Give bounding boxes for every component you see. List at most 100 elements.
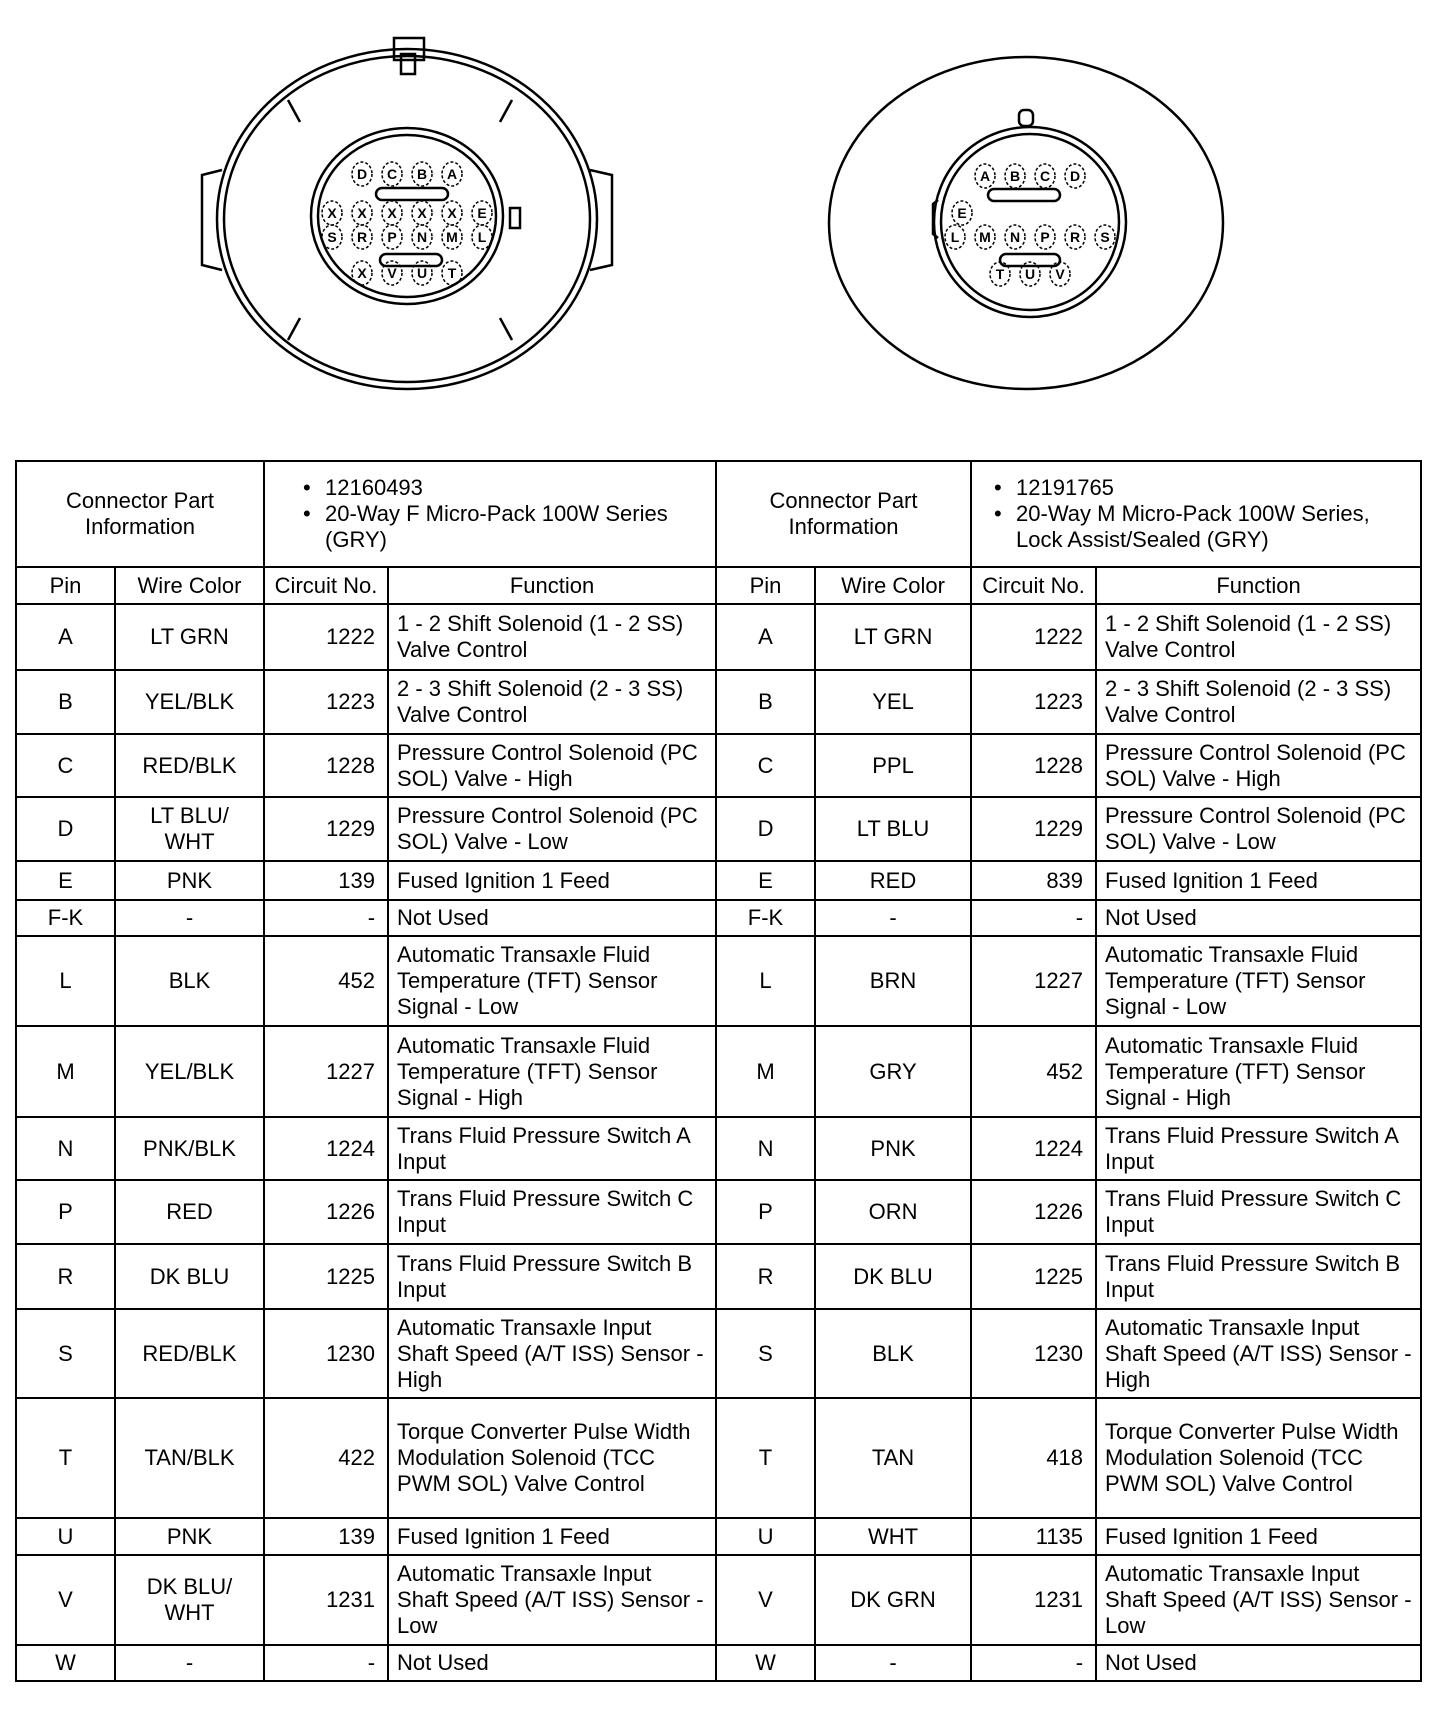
col-header-circuit: Circuit No.	[970, 566, 1098, 605]
pin-label: A	[980, 168, 990, 184]
male-connector-pins: A B C D EL M N P R S T U V	[944, 163, 1116, 287]
pin-cell: C	[715, 733, 817, 798]
pin-label: A	[447, 166, 457, 182]
function-cell: Automatic Transaxle Fluid Temperature (T…	[387, 1025, 718, 1118]
circuit-number-cell: 1231	[263, 1554, 390, 1646]
pin-label: X	[447, 205, 457, 221]
pin-label: M	[446, 229, 458, 245]
table-row: V DK BLU/ WHT 1231 Automatic Transaxle Inpu…	[15, 1554, 1423, 1646]
pin-cavity	[1064, 224, 1086, 250]
pin-label: V	[1055, 266, 1065, 282]
pin-cell: A	[15, 603, 116, 671]
function-cell: Trans Fluid Pressure Switch A Input	[1095, 1116, 1423, 1181]
pin-cell: E	[715, 860, 817, 901]
pin-cavity	[1049, 261, 1071, 287]
table-row: R DK BLU 1225 Trans Fluid Pressure Switch B…	[15, 1243, 1423, 1310]
pin-label: D	[1070, 168, 1080, 184]
circuit-number-cell: 418	[970, 1397, 1098, 1519]
circuit-number-cell: 1230	[970, 1308, 1098, 1399]
function-cell: Pressure Control Solenoid (PC SOL) Valve…	[1095, 733, 1423, 798]
pin-cell: F-K	[715, 899, 817, 937]
pin-cell: U	[15, 1517, 116, 1556]
circuit-number-cell: 1227	[970, 935, 1098, 1027]
pin-cavity	[441, 161, 463, 187]
pin-cell: B	[15, 669, 116, 735]
pin-cell: D	[715, 796, 817, 862]
col-header-circuit: Circuit No.	[263, 566, 390, 605]
col-header-pin: Pin	[15, 566, 116, 605]
pin-cell: W	[715, 1644, 817, 1682]
pin-cavity	[1019, 261, 1041, 287]
circuit-number-cell: 452	[970, 1025, 1098, 1118]
function-cell: Not Used	[1095, 1644, 1423, 1682]
wire-color-cell: TAN	[814, 1397, 973, 1519]
pinout-table: Connector Part Information 1216049320-Wa…	[14, 460, 1423, 1682]
table-row: L BLK 452 Automatic Transaxle Fluid Tempera…	[15, 935, 1423, 1027]
pin-cell: N	[715, 1116, 817, 1181]
wire-color-cell: TAN/BLK	[113, 1397, 266, 1519]
wire-color-cell: RED/BLK	[113, 733, 266, 798]
circuit-number-cell: -	[970, 899, 1098, 937]
pin-label: E	[477, 205, 486, 221]
col-header-pin: Pin	[715, 566, 817, 605]
connector-diagrams: D C B AX X X X X ES R P N M LX V U T A B C DEL M N P R ST U V	[200, 36, 1225, 391]
wire-color-cell: LT BLU/ WHT	[113, 796, 266, 862]
pin-label: E	[957, 205, 966, 221]
pin-cell: M	[715, 1025, 817, 1118]
wire-color-cell: YEL	[814, 669, 973, 735]
pin-cell: W	[15, 1644, 116, 1682]
pin-label: X	[357, 205, 367, 221]
part-number-left: 12160493	[303, 475, 707, 501]
pin-cavity	[381, 161, 403, 187]
function-cell: Fused Ignition 1 Feed	[1095, 860, 1423, 901]
circuit-number-cell: 139	[263, 860, 390, 901]
circuit-number-cell: 1222	[263, 603, 390, 671]
function-cell: Fused Ignition 1 Feed	[1095, 1517, 1423, 1556]
pin-cell: M	[15, 1025, 116, 1118]
pin-label: N	[417, 229, 427, 245]
pin-cell: B	[715, 669, 817, 735]
circuit-number-cell: 839	[970, 860, 1098, 901]
circuit-number-cell: 1222	[970, 603, 1098, 671]
circuit-number-cell: 1229	[263, 796, 390, 862]
table-row: N PNK/BLK 1224 Trans Fluid Pressure Switch …	[15, 1116, 1423, 1181]
function-cell: Trans Fluid Pressure Switch B Input	[387, 1243, 718, 1310]
table-row: U PNK 139 Fused Ignition 1 Feed U WHT 1135 Fuse…	[15, 1517, 1423, 1556]
pin-cell: E	[15, 860, 116, 901]
function-cell: Not Used	[387, 1644, 718, 1682]
wire-color-cell: -	[113, 1644, 266, 1682]
function-cell: 2 - 3 Shift Solenoid (2 - 3 SS) Valve Co…	[387, 669, 718, 735]
pin-label: T	[996, 266, 1005, 282]
circuit-number-cell: 1226	[263, 1179, 390, 1245]
circuit-number-cell: -	[263, 899, 390, 937]
pin-cavity	[441, 260, 463, 286]
connector-info-label-right: Connector Part Information	[715, 460, 973, 568]
pin-cavity	[989, 261, 1011, 287]
function-cell: 2 - 3 Shift Solenoid (2 - 3 SS) Valve Co…	[1095, 669, 1423, 735]
pin-label: V	[387, 265, 397, 281]
circuit-number-cell: 1223	[970, 669, 1098, 735]
table-row: C RED/BLK 1228 Pressure Control Solenoid (P…	[15, 733, 1423, 798]
pin-cell: R	[715, 1243, 817, 1310]
pin-label: X	[327, 205, 337, 221]
pin-cavity	[441, 224, 463, 250]
pin-label: B	[417, 166, 427, 182]
pin-label: S	[327, 229, 336, 245]
wire-color-cell: GRY	[814, 1025, 973, 1118]
function-cell: Automatic Transaxle Fluid Temperature (T…	[1095, 1025, 1423, 1118]
male-connector-drawing	[827, 55, 1225, 391]
pin-label: B	[1010, 168, 1020, 184]
function-cell: Automatic Transaxle Input Shaft Speed (A…	[1095, 1554, 1423, 1646]
pin-label: M	[979, 229, 991, 245]
function-cell: Not Used	[387, 899, 718, 937]
wire-color-cell: DK BLU	[814, 1243, 973, 1310]
wire-color-cell: PNK	[814, 1116, 973, 1181]
table-row: D LT BLU/ WHT 1229 Pressure Control Solenoi…	[15, 796, 1423, 862]
table-row: B YEL/BLK 1223 2 - 3 Shift Solenoid (2 - 3 …	[15, 669, 1423, 735]
col-header-wire-color: Wire Color	[113, 566, 266, 605]
pin-cavity	[351, 224, 373, 250]
circuit-number-cell: 139	[263, 1517, 390, 1556]
pin-cavity	[944, 224, 966, 250]
connector-info-label-left: Connector Part Information	[14, 460, 266, 568]
function-cell: Torque Converter Pulse Width Modulation …	[387, 1397, 718, 1519]
